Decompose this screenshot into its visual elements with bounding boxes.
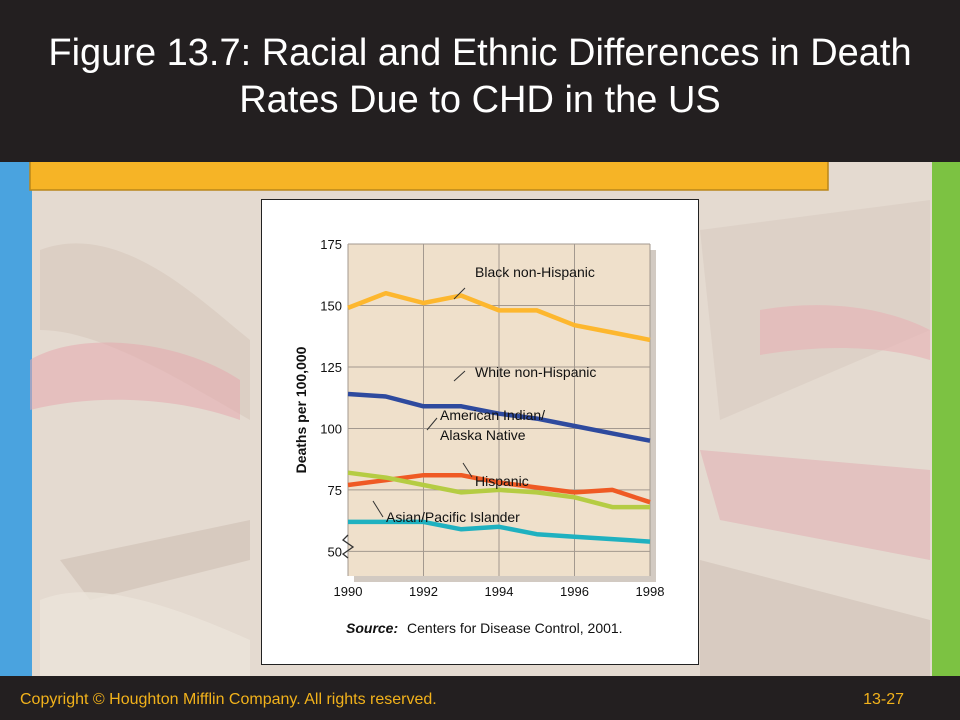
series-label-white-non-hispanic: White non-Hispanic xyxy=(475,364,596,380)
series-line-4 xyxy=(348,519,651,544)
footer-copyright: Copyright © Houghton Mifflin Company. Al… xyxy=(20,691,437,708)
y-tick-label: 50 xyxy=(328,544,342,559)
slide-title: Figure 13.7: Racial and Ethnic Differenc… xyxy=(48,32,912,121)
source-caption: Source: Centers for Disease Control, 200… xyxy=(346,620,623,636)
series-label-leaders xyxy=(372,287,473,518)
x-tick-label: 1998 xyxy=(636,584,665,599)
footer-bar xyxy=(0,676,960,720)
y-tick-label: 175 xyxy=(320,237,342,252)
series-labels: Black non-Hispanic White non-Hispanic Am… xyxy=(386,264,596,525)
y-tick-label: 75 xyxy=(328,483,342,498)
line-chart: 50 75 100 125 150 175 1990 1992 1994 1996 1998 Bl… xyxy=(293,237,665,636)
axis-break-mark xyxy=(341,534,355,559)
y-tick-label: 125 xyxy=(320,360,342,375)
x-tick-label: 1990 xyxy=(334,584,363,599)
figure-panel: 50 75 100 125 150 175 1990 1992 1994 1996 1998 Bl… xyxy=(261,199,699,665)
x-tick-labels: 1990 1992 1994 1996 1998 xyxy=(334,584,665,599)
series-line-1 xyxy=(347,391,651,443)
series-label-hispanic: Hispanic xyxy=(475,473,529,489)
source-label: Source: xyxy=(346,620,398,636)
x-tick-label: 1994 xyxy=(485,584,514,599)
footer-page-number: 13-27 xyxy=(863,691,904,708)
series-line-0 xyxy=(347,290,651,343)
source-text: Centers for Disease Control, 2001. xyxy=(407,620,623,636)
series-lines xyxy=(347,290,651,544)
y-tick-labels: 50 75 100 125 150 175 xyxy=(320,237,342,559)
x-tick-label: 1992 xyxy=(409,584,438,599)
series-label-asian-pacific-islander: Asian/Pacific Islander xyxy=(386,509,520,525)
series-label-american-indian-line2: Alaska Native xyxy=(440,427,526,443)
title-bar: Figure 13.7: Racial and Ethnic Differenc… xyxy=(0,0,960,162)
series-line-3 xyxy=(347,470,650,510)
x-tick-label: 1996 xyxy=(560,584,589,599)
series-label-black-non-hispanic: Black non-Hispanic xyxy=(475,264,595,280)
y-tick-label: 150 xyxy=(320,298,342,313)
y-tick-label: 100 xyxy=(320,421,342,436)
series-label-american-indian-line1: American Indian/ xyxy=(440,407,545,423)
y-axis-label: Deaths per 100,000 xyxy=(293,346,309,473)
